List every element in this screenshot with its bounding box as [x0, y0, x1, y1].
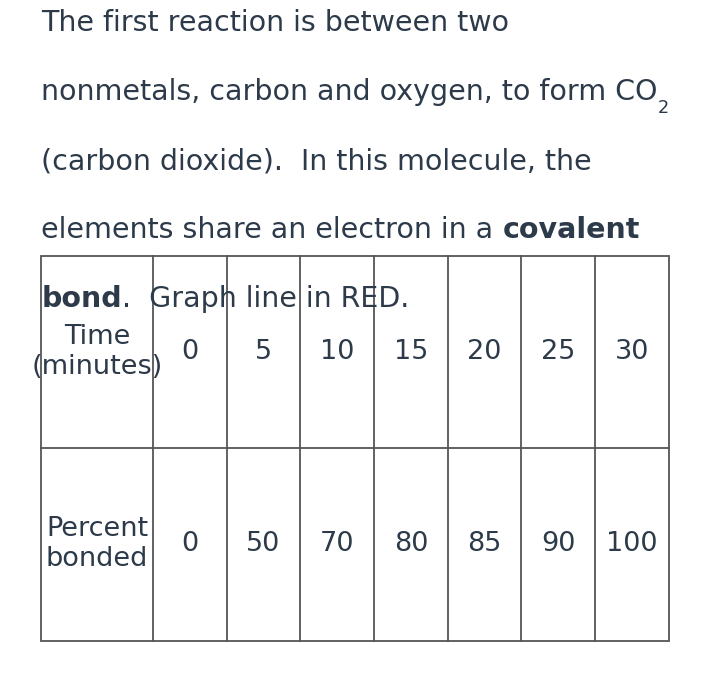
Text: The first reaction is between two: The first reaction is between two	[41, 9, 509, 37]
Text: 0: 0	[181, 531, 198, 557]
Text: (carbon dioxide).  In this molecule, the: (carbon dioxide). In this molecule, the	[41, 147, 592, 176]
Text: 0: 0	[181, 339, 198, 365]
Text: 15: 15	[393, 339, 428, 365]
Text: 20: 20	[467, 339, 502, 365]
Text: 10: 10	[320, 339, 354, 365]
Text: 30: 30	[615, 339, 649, 365]
Text: 2: 2	[657, 99, 669, 117]
Text: nonmetals, carbon and oxygen, to form CO: nonmetals, carbon and oxygen, to form CO	[41, 78, 657, 106]
Text: covalent: covalent	[502, 216, 640, 245]
Text: 50: 50	[246, 531, 280, 557]
Text: 90: 90	[541, 531, 575, 557]
Text: .  Graph line in RED.: . Graph line in RED.	[122, 285, 409, 314]
Text: 25: 25	[541, 339, 575, 365]
Text: 100: 100	[606, 531, 657, 557]
Text: Time
(minutes): Time (minutes)	[31, 323, 163, 380]
Text: 70: 70	[320, 531, 354, 557]
Text: bond: bond	[41, 285, 122, 314]
Text: 5: 5	[255, 339, 272, 365]
Text: 80: 80	[393, 531, 428, 557]
Text: 85: 85	[467, 531, 502, 557]
Text: elements share an electron in a: elements share an electron in a	[41, 216, 502, 245]
Bar	[41, 256, 669, 641]
Text: Percent
bonded: Percent bonded	[46, 516, 148, 572]
